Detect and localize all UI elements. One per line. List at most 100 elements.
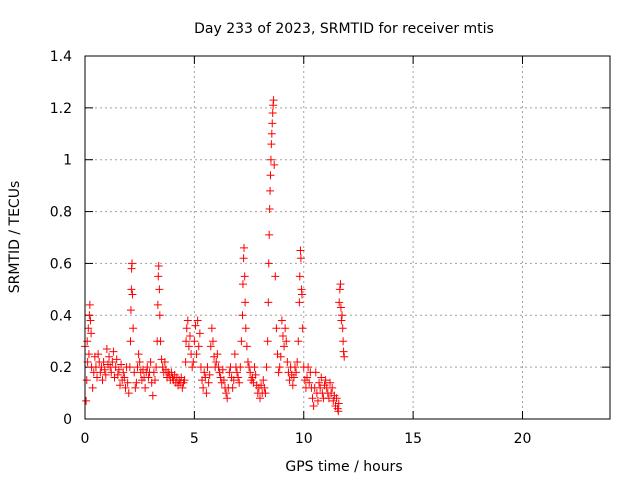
data-point — [126, 306, 135, 315]
data-point — [308, 394, 317, 403]
data-point — [192, 350, 201, 359]
data-point — [337, 316, 346, 325]
data-point — [263, 337, 272, 346]
x-tick-label: 15 — [404, 431, 422, 447]
data-point — [295, 298, 304, 307]
data-point — [294, 337, 303, 346]
data-point — [275, 363, 284, 372]
data-point — [84, 324, 93, 333]
data-point — [303, 373, 312, 382]
data-point — [276, 352, 285, 361]
data-point — [183, 316, 192, 325]
data-point — [82, 396, 91, 405]
data-point — [309, 402, 318, 411]
data-point — [266, 186, 275, 195]
data-point — [265, 230, 274, 239]
data-point — [149, 368, 158, 377]
y-tick-label: 1.2 — [50, 101, 72, 117]
data-point — [335, 285, 344, 294]
data-point — [143, 363, 152, 372]
data-point — [195, 329, 204, 338]
data-point — [304, 363, 313, 372]
x-tick-label: 20 — [514, 431, 532, 447]
data-point — [128, 290, 137, 299]
data-point — [201, 373, 210, 382]
data-point — [85, 311, 94, 320]
data-point — [295, 272, 304, 281]
data-point — [107, 368, 116, 377]
data-point — [200, 368, 209, 377]
data-point — [144, 373, 153, 382]
data-point — [291, 363, 299, 372]
x-tick-label: 10 — [295, 431, 313, 447]
data-point — [264, 259, 273, 268]
grid-lines — [85, 56, 610, 419]
data-point — [332, 394, 341, 403]
data-point — [108, 357, 117, 366]
data-point — [202, 389, 211, 398]
data-point — [94, 350, 103, 359]
data-point — [336, 280, 345, 289]
data-point — [141, 383, 150, 392]
data-point — [243, 357, 252, 366]
data-point — [261, 389, 270, 398]
data-point — [101, 370, 110, 379]
data-point — [105, 352, 114, 361]
data-point — [190, 337, 199, 346]
data-point — [267, 129, 276, 138]
data-point — [184, 342, 193, 351]
data-point — [191, 321, 200, 330]
y-tick-label: 0.6 — [50, 256, 72, 272]
data-point — [296, 254, 305, 263]
data-point — [334, 399, 343, 408]
data-point — [265, 204, 274, 213]
data-point — [99, 357, 108, 366]
data-point — [324, 394, 333, 403]
data-point — [218, 365, 227, 374]
data-point — [194, 342, 203, 351]
data-point — [98, 376, 107, 385]
data-point — [256, 394, 264, 403]
data-point — [223, 394, 232, 403]
data-point — [305, 378, 314, 387]
data-point — [269, 96, 278, 105]
data-point — [132, 378, 141, 387]
y-tick-label: 1 — [63, 153, 72, 169]
data-point — [225, 368, 234, 377]
data-point — [313, 396, 322, 405]
data-point — [242, 342, 251, 351]
data-point — [281, 324, 290, 333]
data-point — [125, 363, 134, 372]
data-point — [153, 300, 162, 309]
data-point — [338, 324, 347, 333]
data-point — [85, 300, 94, 309]
y-tick-label: 0.8 — [50, 205, 72, 221]
data-point — [230, 350, 239, 359]
data-point — [203, 363, 212, 372]
data-point — [154, 262, 163, 271]
y-tick-label: 1.4 — [50, 49, 72, 65]
data-point — [213, 350, 222, 359]
data-point — [238, 280, 247, 289]
data-point — [328, 383, 337, 392]
data-point — [84, 350, 93, 359]
data-point — [116, 381, 124, 390]
data-point — [267, 140, 276, 149]
data-point — [282, 337, 291, 346]
data-point — [123, 378, 132, 387]
data-point — [336, 303, 345, 312]
data-point — [124, 389, 133, 398]
data-point — [271, 272, 280, 281]
data-point — [205, 370, 214, 379]
data-point — [289, 373, 298, 382]
data-point — [340, 352, 349, 361]
data-point — [219, 376, 228, 385]
data-point — [241, 324, 250, 333]
data-point — [298, 290, 306, 299]
data-point — [246, 368, 255, 377]
data-point — [266, 155, 275, 164]
data-point — [82, 376, 91, 385]
data-point — [119, 368, 128, 377]
data-point — [206, 342, 215, 351]
